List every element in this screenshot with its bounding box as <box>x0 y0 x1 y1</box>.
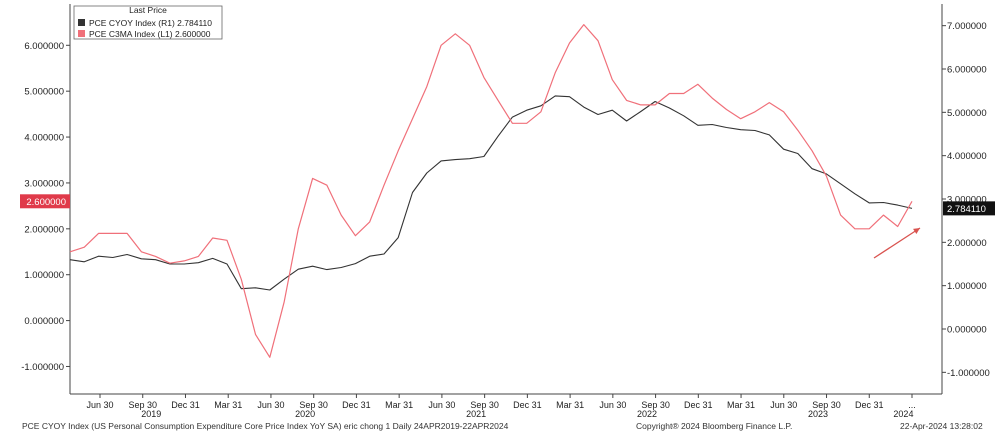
left-axis-tick-label: -1.000000 <box>21 362 64 373</box>
x-axis-tick-label: Sep 30 <box>128 400 157 410</box>
x-axis-year-label: 2020 <box>295 409 315 419</box>
x-axis-year-label: 2021 <box>466 409 486 419</box>
footer-copyright-text: Copyright® 2024 Bloomberg Finance L.P. <box>636 421 793 431</box>
x-axis-tick-label: Dec 31 <box>684 400 713 410</box>
footer-source-text: PCE CYOY Index (US Personal Consumption … <box>22 421 509 431</box>
x-axis-tick-label: Dec 31 <box>342 400 371 410</box>
left-axis-tick-label: 3.000000 <box>24 178 64 189</box>
right-axis-tick-label: 2.000000 <box>947 238 987 249</box>
x-axis-tick-label: Mar 31 <box>214 400 242 410</box>
footer-timestamp-text: 22-Apr-2024 13:28:02 <box>900 421 983 431</box>
x-axis-tick-label: Jun 30 <box>257 400 284 410</box>
left-axis-tick-label: 0.000000 <box>24 316 64 327</box>
left-axis-tick-label: 2.000000 <box>24 224 64 235</box>
series-line-pce-c3ma-index <box>69 24 913 358</box>
right-axis-tick-label: 6.000000 <box>947 65 987 76</box>
annotation-arrow-line <box>873 227 921 259</box>
right-axis-tick-label: 4.000000 <box>947 151 987 162</box>
legend-group: Last Price PCE CYOY Index (R1) 2.784110PC… <box>73 5 223 40</box>
x-axis-tick-label: Dec 31 <box>513 400 542 410</box>
right-axis-tick-label: 1.000000 <box>947 281 987 292</box>
x-axis-year-label: 2023 <box>808 409 828 419</box>
series-lines-group <box>69 24 913 358</box>
x-axis-tick-label: Sep 30 <box>299 400 328 410</box>
x-axis-year-label: 2022 <box>637 409 657 419</box>
x-axis-year-label: 2024 <box>893 409 913 419</box>
x-axis-tick-label: Sep 30 <box>470 400 499 410</box>
x-axis-year-label: 2019 <box>141 409 161 419</box>
x-axis-tick-label: Sep 30 <box>812 400 841 410</box>
left-last-value-tag <box>20 194 70 209</box>
axes-group: 6.000000 5.000000 4.000000 3.000000 2.000000… <box>20 4 995 419</box>
x-axis-tick-label: Dec 31 <box>171 400 200 410</box>
legend-entry-label: PCE CYOY Index (R1) 2.784110 <box>89 18 212 28</box>
x-axis-tick-label: Jun 30 <box>770 400 797 410</box>
left-axis-tick-label: 5.000000 <box>24 87 64 98</box>
right-axis-tick-label: 5.000000 <box>947 108 987 119</box>
x-axis-tick-label: Mar 31 <box>385 400 413 410</box>
series-line-pce-cyoy-index <box>69 95 913 291</box>
x-axis-tick-label: ... <box>908 400 916 410</box>
legend-swatch <box>78 19 85 26</box>
legend-box <box>73 5 223 40</box>
annotation-arrow-head <box>913 228 920 234</box>
right-last-value-tag <box>943 201 995 216</box>
annotation-group <box>873 227 921 259</box>
legend-header: Last Price <box>129 5 167 15</box>
left-axis-tick-label: 6.000000 <box>24 41 64 52</box>
legend-entry-label: PCE C3MA Index (L1) 2.600000 <box>89 29 211 39</box>
right-axis-tick-label: 7.000000 <box>947 21 987 32</box>
x-axis-tick-label: Sep 30 <box>641 400 670 410</box>
x-axis-tick-label: Mar 31 <box>727 400 755 410</box>
x-axis-tick-label: Dec 31 <box>855 400 884 410</box>
right-axis-tick-label: 0.000000 <box>947 325 987 336</box>
x-axis-tick-label: Mar 31 <box>556 400 584 410</box>
x-axis-tick-label: Jun 30 <box>599 400 626 410</box>
right-axis-tick-label: -1.000000 <box>947 368 990 379</box>
left-last-value-label: 2.600000 <box>26 197 66 208</box>
left-axis-tick-label: 4.000000 <box>24 133 64 144</box>
x-axis-tick-label: Jun 30 <box>86 400 113 410</box>
right-axis-tick-label: 3.000000 <box>947 195 987 206</box>
x-axis-tick-label: Jun 30 <box>428 400 455 410</box>
right-last-value-label: 2.784110 <box>947 204 986 215</box>
legend-swatch <box>78 30 85 37</box>
left-axis-tick-label: 1.000000 <box>24 270 64 281</box>
